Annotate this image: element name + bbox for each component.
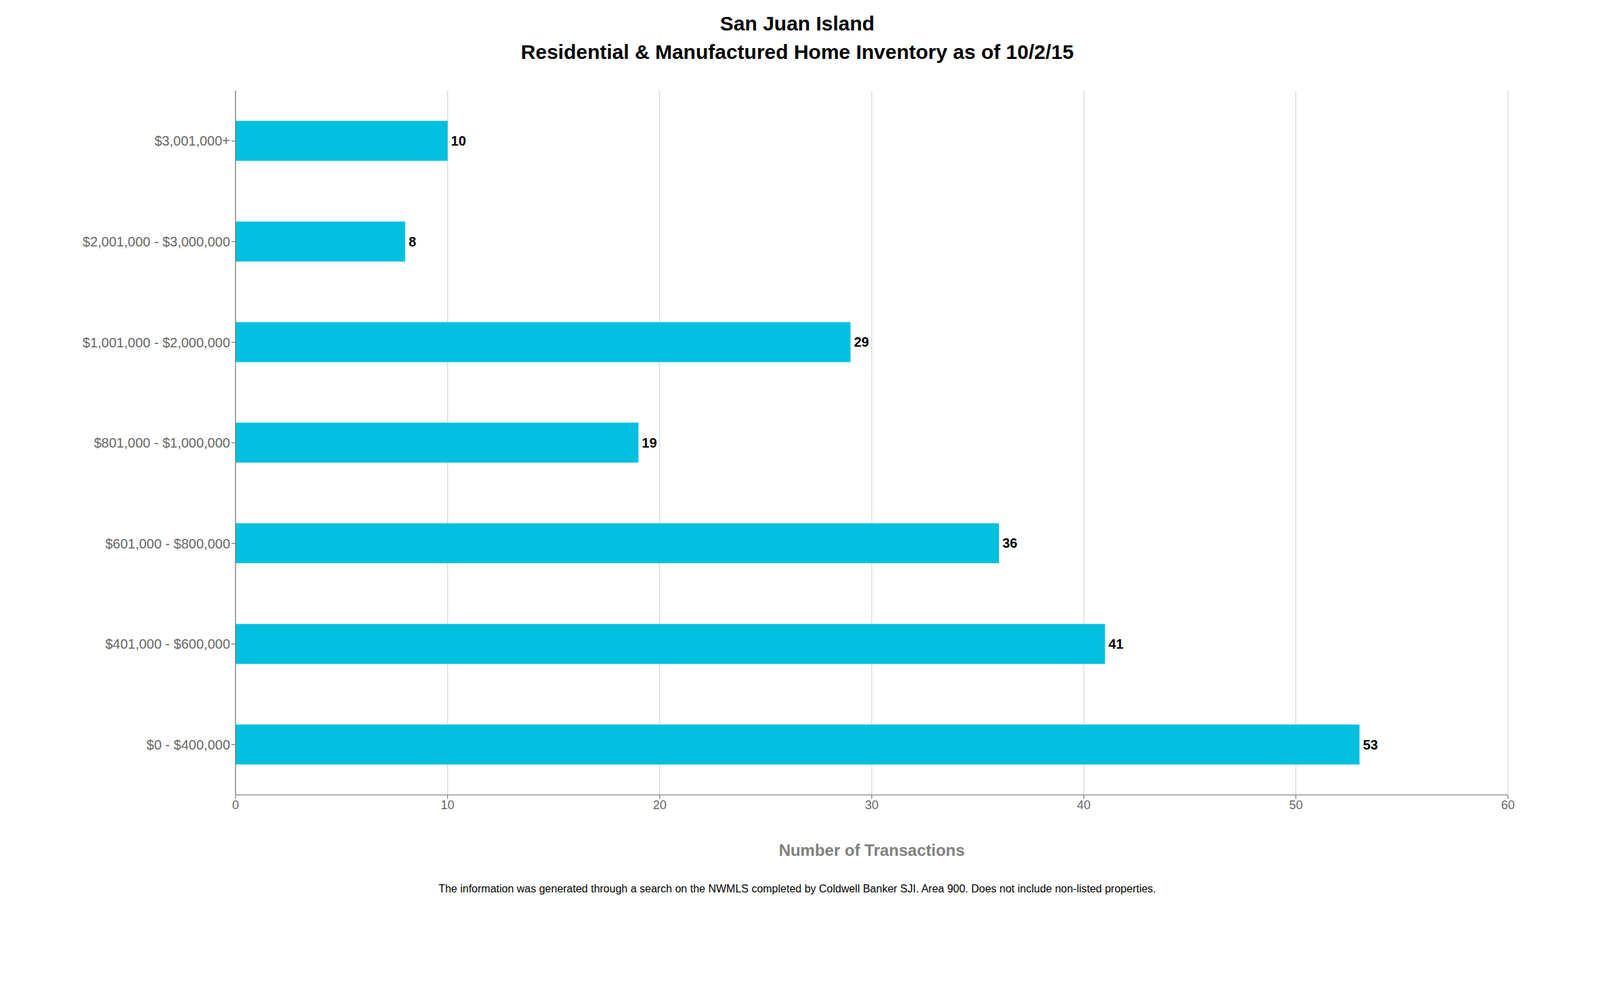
svg-text:29: 29 (854, 334, 870, 350)
svg-text:8: 8 (408, 234, 417, 250)
html-text:Residential & Manufactured Hom: Residential & Manufactured Home Inventor… (520, 40, 1074, 63)
svg-text:36: 36 (1002, 535, 1018, 551)
svg-text:19: 19 (641, 435, 657, 451)
svg-text:60: 60 (1501, 797, 1515, 812)
svg-text:20: 20 (653, 797, 667, 812)
svg-text:0: 0 (232, 797, 239, 812)
svg-text:$2,001,000 - $3,000,000: $2,001,000 - $3,000,000 (82, 234, 231, 250)
svg-text:53: 53 (1363, 737, 1379, 752)
svg-text:$3,001,000+: $3,001,000+ (154, 133, 231, 149)
svg-text:10: 10 (440, 797, 455, 812)
svg-text:30: 30 (864, 797, 879, 812)
svg-text:$0 - $400,000: $0 - $400,000 (146, 737, 231, 752)
html-text:San Juan Island: San Juan Island (720, 12, 875, 35)
svg-text:41: 41 (1108, 636, 1124, 652)
html-text:The information was generated: The information was generated through a … (438, 882, 1157, 895)
svg-text:10: 10 (450, 133, 466, 149)
svg-text:$601,000 - $800,000: $601,000 - $800,000 (104, 536, 231, 551)
svg-text:Number of Transactions: Number of Transactions (779, 840, 966, 859)
svg-text:$801,000 - $1,000,000: $801,000 - $1,000,000 (94, 435, 231, 451)
svg-text:40: 40 (1076, 797, 1091, 812)
svg-text:$1,001,000 - $2,000,000: $1,001,000 - $2,000,000 (82, 335, 231, 350)
svg-text:$401,000 - $600,000: $401,000 - $600,000 (104, 636, 231, 652)
svg-text:50: 50 (1289, 797, 1303, 812)
